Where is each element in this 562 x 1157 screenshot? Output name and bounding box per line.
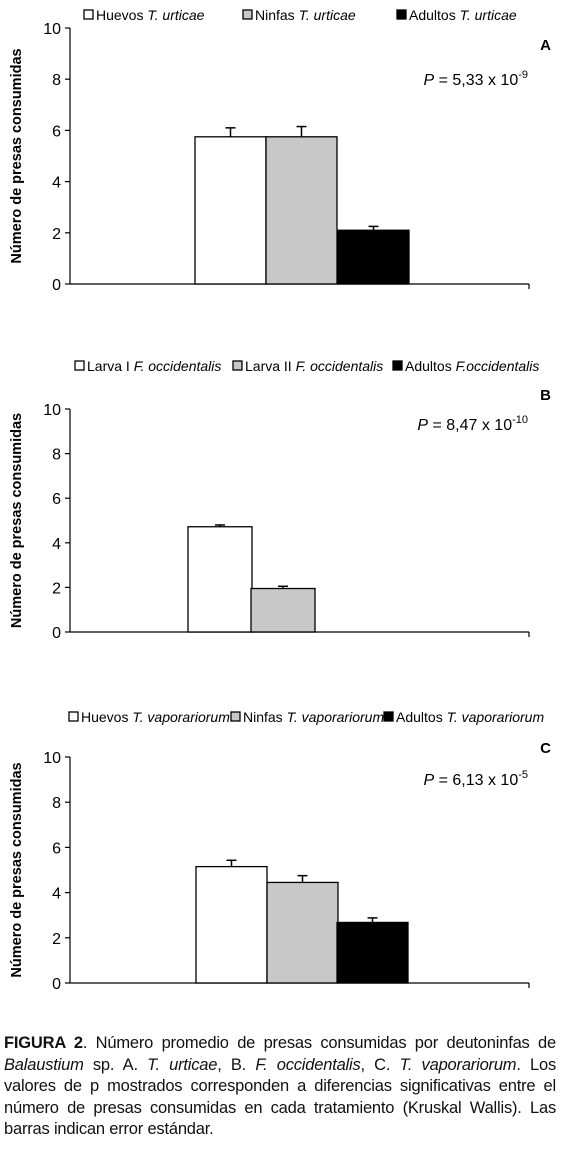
legend-label: Adultos T. vaporariorum [396,709,544,725]
y-axis-label: Número de presas consumidas [9,762,25,977]
p-value-text: = 6,13 x 10 [434,772,518,789]
bar [250,587,316,633]
p-value-text: = 5,33 x 10 [434,72,518,89]
y-tick-label: 0 [52,976,61,993]
caption-text-2: sp. A. [83,1055,148,1074]
p-value-exponent: -10 [512,414,528,426]
bar [266,881,339,984]
chart-panel-a: 0 2 4 6 8 10 Número de presas consumidas A P = 5… [9,7,551,294]
panel-letter: C [540,740,551,757]
legend-label-plain: Larva I [87,358,134,374]
legend-label-plain: Larva II [245,358,296,374]
legend-label: Huevos T. urticae [96,7,205,23]
legend-label: Ninfas T. urticae [255,7,356,23]
y-tick-label: 4 [52,886,61,903]
legend-label-plain: Huevos [81,709,132,725]
legend-label: Huevos T. vaporariorum [81,709,230,725]
caption-text-4: , C. [360,1055,400,1074]
legend-label-plain: Adultos [409,7,460,23]
legend-label-italic: T. vaporariorum [287,709,385,725]
y-tick-label: 4 [52,175,61,192]
legend-label-plain: Ninfas [255,7,299,23]
panel-letter: A [540,37,551,54]
p-value-annotation: P = 6,13 x 10-5 [423,769,528,789]
caption-text-5: . Los valores de p mostrados corresponde… [4,1055,557,1139]
y-tick-label: 8 [52,795,61,812]
bar [337,229,410,285]
bar [187,526,253,633]
legend-label-italic: T. urticae [147,7,204,23]
y-tick-label: 6 [52,840,61,857]
y-axis-label: Número de presas consumidas [9,413,25,628]
panel-letter: B [540,387,551,404]
legend-label-plain: Adultos [396,709,447,725]
caption-genus: Balaustium [4,1055,84,1074]
y-tick-label: 8 [52,72,61,89]
legend-label-italic: T. urticae [299,7,356,23]
legend-swatch [392,360,403,371]
caption-text-3: , B. [217,1055,256,1074]
p-value-annotation: P = 8,47 x 10-10 [417,414,528,434]
p-value-symbol: P [417,417,428,434]
bar [195,865,268,984]
p-value-text: = 8,47 x 10 [428,417,512,434]
y-tick-label: 2 [52,226,61,243]
legend-swatch [74,360,85,371]
caption-species-a: T. urticae [147,1055,218,1074]
legend-label-italic: T. vaporariorum [447,709,545,725]
y-tick-label: 10 [43,402,61,419]
legend-label-italic: T. vaporariorum [132,709,230,725]
p-value-exponent: -5 [518,769,528,781]
legend-label: Ninfas T. vaporariorum [243,709,384,725]
bar [336,921,409,984]
legend-swatch [230,711,241,722]
legend-label-italic: F.occidentalis [456,358,540,374]
bar [194,136,267,285]
caption-label: FIGURA 2 [4,1034,83,1052]
legend-label: Adultos T. urticae [409,7,517,23]
legend-swatch [242,9,253,20]
y-tick-label: 6 [52,491,61,508]
chart-panel-b: 0 2 4 6 8 10 Número de presas consumidas B P = 8… [9,358,551,642]
legend-swatch [232,360,243,371]
bar [265,136,338,285]
legend-swatch [383,711,394,722]
legend-label: Larva I F. occidentalis [87,358,221,374]
y-tick-label: 10 [43,750,61,767]
y-tick-label: 0 [52,277,61,294]
y-tick-label: 8 [52,447,61,464]
p-value-exponent: -9 [518,69,528,81]
legend-swatch [68,711,79,722]
y-axis-label: Número de presas consumidas [9,48,25,263]
p-value-symbol: P [423,772,434,789]
y-tick-label: 4 [52,536,61,553]
y-tick-label: 2 [52,580,61,597]
legend-label-italic: T. urticae [460,7,517,23]
legend-label-plain: Huevos [96,7,147,23]
legend-label-plain: Adultos [405,358,456,374]
figure-charts: 0 2 4 6 8 10 Número de presas consumidas A P = 5… [9,7,551,993]
legend-label: Larva II F. occidentalis [245,358,383,374]
y-tick-label: 6 [52,123,61,140]
caption-species-c: T. vaporariorum [399,1055,517,1074]
legend-swatch [396,9,407,20]
caption-species-b: F. occidentalis [255,1055,361,1074]
legend-swatch [83,9,94,20]
legend-label-italic: F. occidentalis [296,358,384,374]
legend-label-italic: F. occidentalis [134,358,222,374]
chart-panel-c: 0 2 4 6 8 10 Número de presas consumidas C P = 6… [9,709,551,993]
y-tick-label: 10 [43,21,61,38]
y-tick-label: 0 [52,625,61,642]
p-value-symbol: P [423,72,434,89]
y-tick-label: 2 [52,931,61,948]
p-value-annotation: P = 5,33 x 10-9 [423,69,528,89]
caption-text-1: . Número promedio de presas consumidas p… [82,1034,556,1052]
legend-label-plain: Ninfas [243,709,287,725]
legend-label: Adultos F.occidentalis [405,358,539,374]
figure-caption: FIGURA 2. Número promedio de presas cons… [4,1033,556,1141]
